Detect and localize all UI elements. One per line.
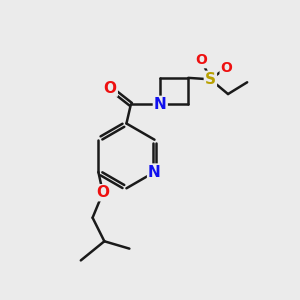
Text: S: S [205,72,216,87]
Text: O: O [104,81,117,96]
Text: N: N [154,97,167,112]
Text: O: O [196,53,208,67]
Text: O: O [96,185,110,200]
Text: N: N [148,165,161,180]
Text: O: O [220,61,232,75]
